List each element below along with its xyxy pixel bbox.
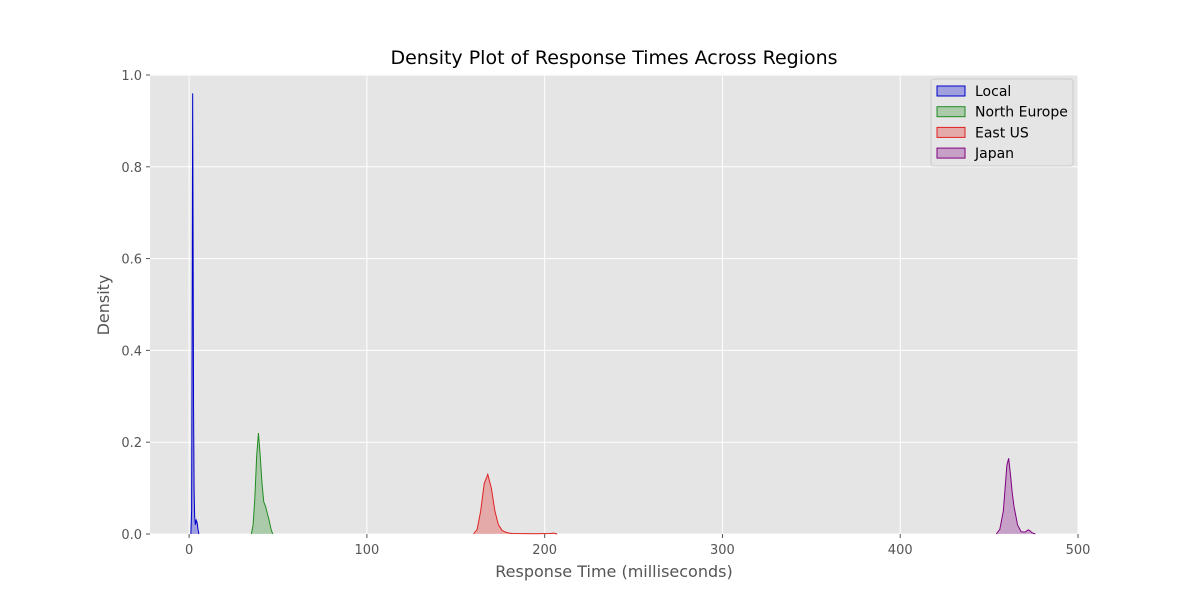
y-tick-label: 0.0 <box>121 528 142 543</box>
x-axis: 0 100 200 300 400 500 <box>185 534 1090 558</box>
legend-swatch-east-us <box>936 126 966 138</box>
legend-label-north-europe: North Europe <box>975 105 1068 121</box>
legend-label-local: Local <box>975 84 1011 100</box>
legend-label-east-us: East US <box>975 125 1029 141</box>
y-tick-label: 0.2 <box>121 436 142 451</box>
y-tick-label: 0.6 <box>121 253 142 268</box>
grid-lines <box>150 74 1079 535</box>
y-tick-label: 0.8 <box>121 161 142 176</box>
x-tick-label: 0 <box>185 543 193 558</box>
legend-swatch-japan <box>936 147 966 159</box>
legend-swatch-north-europe <box>936 106 966 118</box>
x-tick-label: 100 <box>354 543 379 558</box>
legend-swatch-local <box>936 85 966 97</box>
density-area-east-us <box>473 474 558 534</box>
legend-box <box>930 78 1074 167</box>
density-line-east-us <box>473 472 558 535</box>
y-tick-label: 1.0 <box>121 69 142 84</box>
y-axis: 0.0 0.2 0.4 0.6 0.8 1.0 <box>121 69 150 543</box>
density-line-north-europe <box>250 432 274 535</box>
x-axis-label: Response Time (milliseconds) <box>495 562 732 581</box>
x-tick-label: 400 <box>888 543 913 558</box>
y-tick-label: 0.4 <box>121 344 142 359</box>
x-tick-label: 500 <box>1066 543 1091 558</box>
density-line-local <box>190 93 200 535</box>
series-layer <box>190 93 1036 535</box>
legend-label-japan: Japan <box>974 146 1014 162</box>
legend: Local North Europe East US Japan <box>930 78 1074 167</box>
density-line-japan <box>995 458 1036 535</box>
chart-title: Density Plot of Response Times Across Re… <box>390 47 837 69</box>
x-tick-label: 300 <box>710 543 735 558</box>
plot-area <box>150 75 1078 534</box>
x-tick-label: 200 <box>532 543 557 558</box>
y-axis-label: Density <box>94 275 113 336</box>
